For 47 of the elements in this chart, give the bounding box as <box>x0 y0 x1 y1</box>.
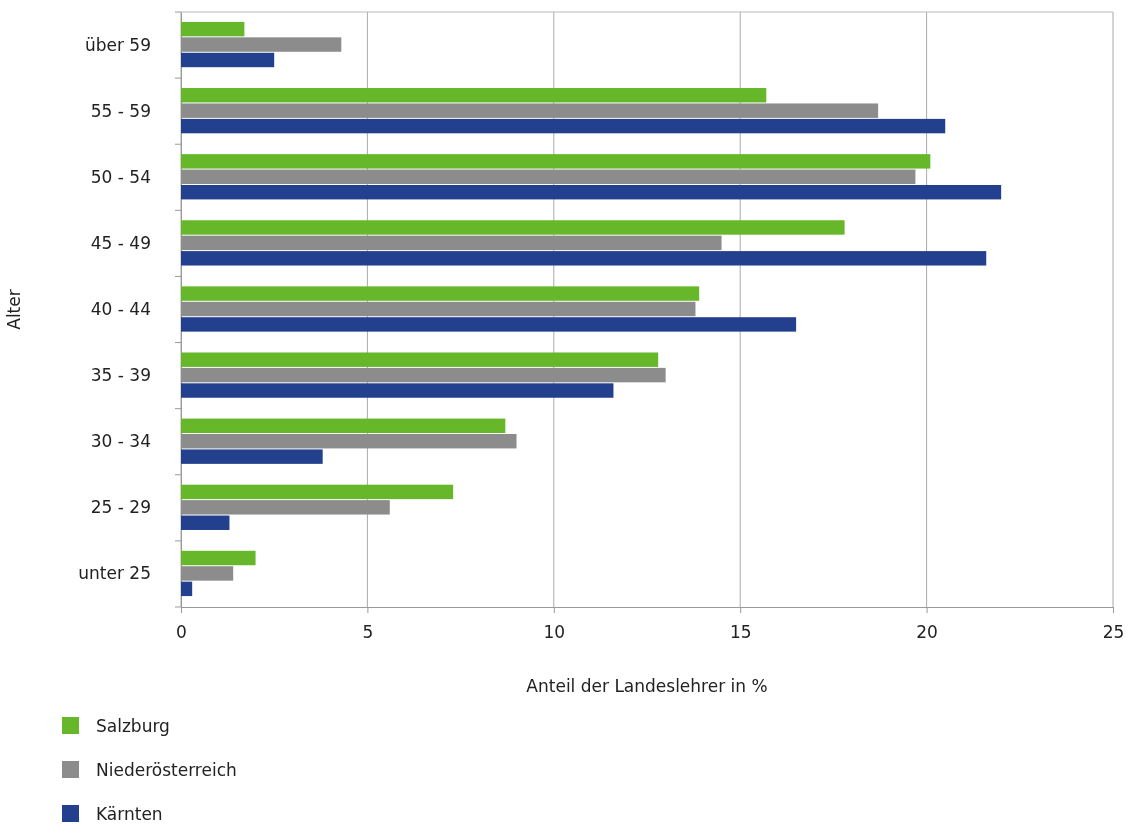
y-tick-label: 35 - 39 <box>90 365 151 386</box>
bar <box>181 88 767 103</box>
x-tick-label: 15 <box>729 622 752 643</box>
bar <box>181 449 323 464</box>
x-tick-label: 20 <box>916 622 938 643</box>
bar <box>181 118 946 134</box>
bar <box>181 103 879 118</box>
y-tick-label: 55 - 59 <box>90 100 151 121</box>
bar <box>181 21 245 37</box>
y-tick-label: 50 - 54 <box>90 166 151 187</box>
bar <box>181 301 696 317</box>
bar <box>181 418 506 434</box>
x-tick-label: 5 <box>362 622 374 643</box>
y-tick-label: 45 - 49 <box>90 232 151 253</box>
bar <box>181 286 700 301</box>
bar <box>181 251 987 266</box>
bar <box>181 352 659 367</box>
y-tick-label: 40 - 44 <box>90 298 151 319</box>
bar <box>181 434 517 449</box>
x-tick-label: 25 <box>1102 622 1125 643</box>
bar <box>181 169 916 184</box>
bar <box>181 383 614 398</box>
bar <box>181 550 256 566</box>
legend-label: Salzburg <box>96 716 170 736</box>
bar <box>181 367 666 383</box>
bar <box>181 220 845 235</box>
bar <box>181 515 230 530</box>
bar <box>181 581 193 597</box>
x-tick-label: 0 <box>176 622 187 643</box>
bar <box>181 566 234 581</box>
y-tick-label: unter 25 <box>78 563 151 584</box>
x-axis-title: Anteil der Landeslehrer in % <box>526 676 768 696</box>
y-tick-label: 30 - 34 <box>90 431 151 452</box>
bar <box>181 235 722 251</box>
legend-label: Niederösterreich <box>96 760 237 780</box>
bar <box>181 37 342 52</box>
y-axis-title: Alter <box>4 289 24 330</box>
bar <box>181 500 390 515</box>
bar <box>181 52 275 68</box>
bar <box>181 184 1002 200</box>
y-tick-label: 25 - 29 <box>90 497 151 518</box>
bar <box>181 484 454 500</box>
bar <box>181 154 931 169</box>
y-tick-label: über 59 <box>84 34 151 55</box>
x-tick-label: 10 <box>543 622 566 643</box>
bar <box>181 317 797 332</box>
legend-label: Kärnten <box>96 804 163 824</box>
